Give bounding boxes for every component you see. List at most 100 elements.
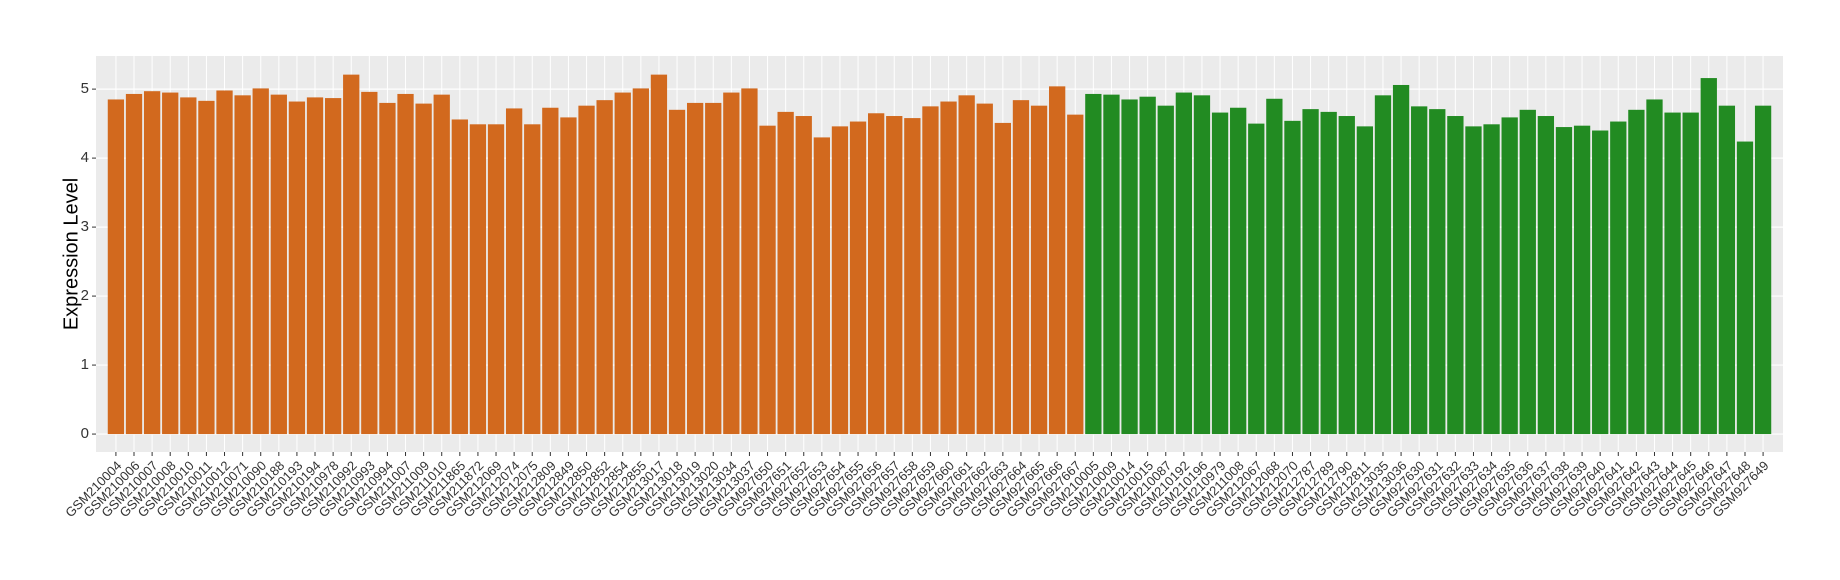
bar xyxy=(361,91,378,435)
bar xyxy=(777,111,794,435)
bar xyxy=(1610,121,1627,435)
bar xyxy=(1392,84,1410,435)
bar xyxy=(958,95,975,435)
bar xyxy=(1754,105,1772,435)
bar xyxy=(162,92,179,435)
bar xyxy=(1700,78,1717,435)
bar xyxy=(198,100,215,435)
bar xyxy=(1537,116,1555,435)
bar xyxy=(813,137,830,435)
bar xyxy=(451,119,468,435)
bar xyxy=(741,88,758,435)
bar xyxy=(505,108,523,435)
bar xyxy=(1284,120,1301,435)
bar xyxy=(1555,127,1573,435)
bar xyxy=(1012,100,1030,435)
bar xyxy=(379,102,396,435)
bar xyxy=(1103,94,1120,435)
bar xyxy=(415,103,432,435)
bar xyxy=(578,105,595,435)
bar xyxy=(1230,107,1247,435)
bar xyxy=(560,117,577,435)
bar xyxy=(524,124,541,435)
bar xyxy=(143,91,161,435)
bar xyxy=(397,93,414,435)
bar xyxy=(723,92,740,435)
bar xyxy=(1465,126,1482,435)
bar xyxy=(1501,117,1518,435)
bar xyxy=(795,116,812,435)
bar xyxy=(1085,93,1102,435)
y-tick-label: 3 xyxy=(81,218,89,235)
bar xyxy=(632,88,649,435)
bar xyxy=(1592,130,1609,435)
y-tick-label: 5 xyxy=(81,80,89,97)
bar xyxy=(1338,116,1355,435)
bar xyxy=(433,94,450,435)
bar xyxy=(1736,141,1754,435)
bar xyxy=(596,100,613,435)
bar xyxy=(868,113,885,435)
bar xyxy=(759,125,776,435)
bar xyxy=(107,99,125,435)
bar xyxy=(1211,112,1229,435)
bar xyxy=(1320,111,1337,435)
bar xyxy=(1519,109,1536,435)
bar xyxy=(1302,109,1319,435)
y-tick-label: 1 xyxy=(81,356,89,373)
bar xyxy=(1139,96,1156,435)
bar xyxy=(324,98,342,435)
bar xyxy=(1157,105,1174,435)
bar xyxy=(1483,124,1500,435)
bar xyxy=(270,94,287,435)
bar xyxy=(705,102,722,435)
bar xyxy=(288,101,306,435)
bar xyxy=(343,74,360,435)
bar xyxy=(1266,98,1283,435)
bar xyxy=(849,121,867,435)
bar xyxy=(1121,99,1138,435)
bar xyxy=(469,124,487,435)
bar xyxy=(1067,114,1084,435)
bar xyxy=(1175,92,1193,435)
bar xyxy=(1049,86,1066,435)
bar xyxy=(1664,112,1681,435)
bar xyxy=(1646,99,1663,435)
bar xyxy=(125,93,143,435)
bar xyxy=(1248,123,1265,435)
bar xyxy=(886,116,903,435)
bar xyxy=(904,118,921,435)
bar xyxy=(1447,116,1464,435)
bar xyxy=(542,107,559,435)
bar xyxy=(1374,95,1392,435)
bar xyxy=(1411,106,1428,435)
y-axis-title: Expression Level xyxy=(60,178,82,330)
bar xyxy=(252,88,269,435)
bar xyxy=(994,122,1011,435)
bar xyxy=(976,103,993,435)
bar xyxy=(1429,109,1446,435)
bar xyxy=(1193,95,1211,435)
bar xyxy=(306,97,324,435)
bar xyxy=(922,106,939,435)
bar xyxy=(686,102,704,435)
bar xyxy=(1573,125,1591,435)
bar xyxy=(1356,126,1374,435)
bar xyxy=(234,95,251,435)
bar xyxy=(1682,112,1699,435)
bar xyxy=(614,92,631,435)
bar xyxy=(1718,105,1736,435)
bar xyxy=(940,101,957,435)
bar xyxy=(668,109,686,435)
bar xyxy=(650,74,668,435)
bar xyxy=(1628,109,1645,435)
y-tick-label: 4 xyxy=(81,149,89,166)
y-tick-label: 2 xyxy=(81,287,89,304)
bar xyxy=(487,124,505,435)
bar xyxy=(1030,105,1048,435)
bar xyxy=(180,97,197,435)
y-tick-label: 0 xyxy=(81,425,89,442)
bar xyxy=(216,90,233,435)
bar xyxy=(831,126,849,435)
